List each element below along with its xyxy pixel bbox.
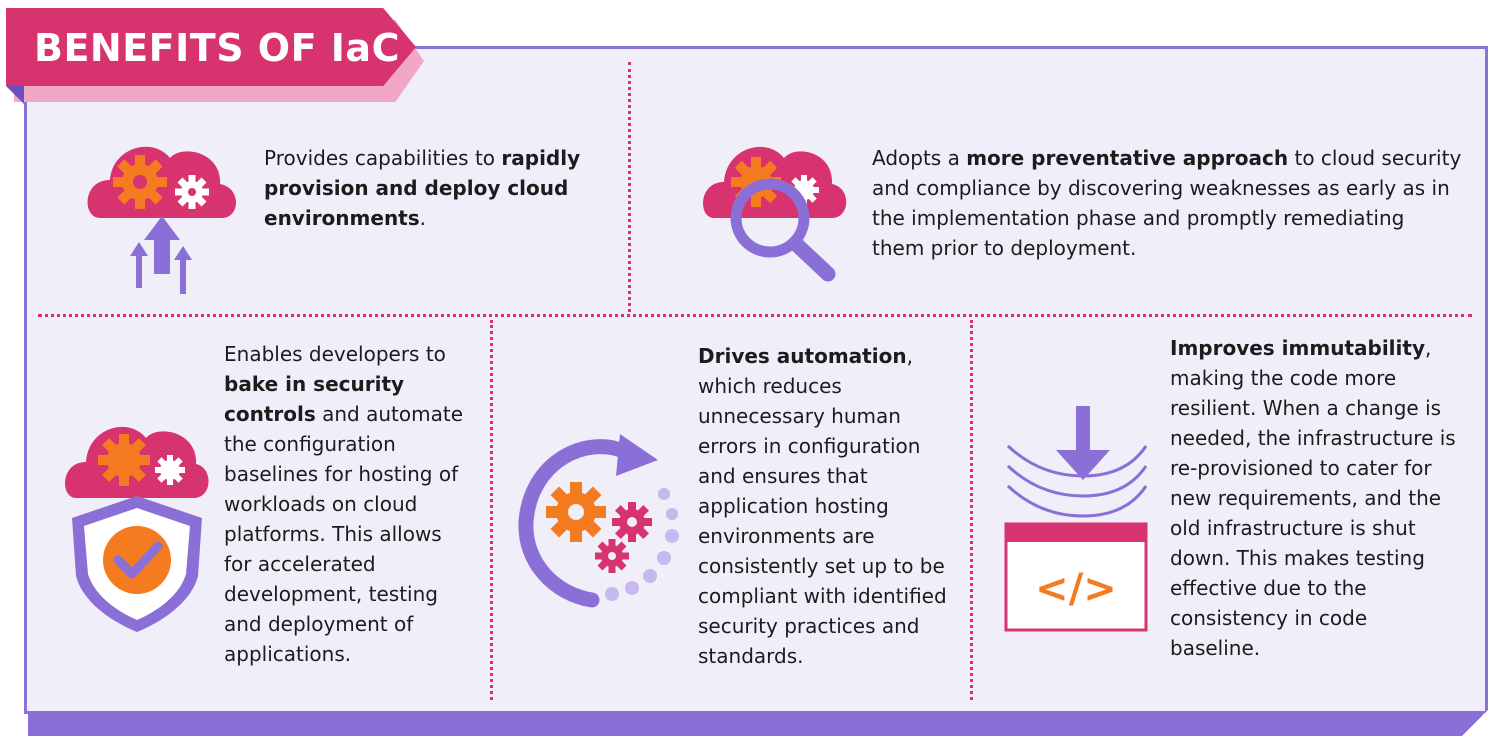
vertical-divider-right	[970, 320, 973, 700]
benefit-preventative-text: Adopts a more preventative approach to c…	[872, 143, 1462, 263]
benefit-text-run: , making the code more resilient. When a…	[1170, 336, 1456, 660]
benefit-automation-text: Drives automation, which reduces unneces…	[698, 341, 960, 671]
benefit-highlight: bake in security controls	[224, 372, 405, 426]
benefit-highlight: Drives automation	[698, 344, 907, 368]
cloud-gears-upload-icon	[87, 146, 237, 294]
title-ribbon-fold	[6, 86, 24, 104]
horizontal-divider	[38, 314, 1472, 317]
benefit-highlight: Improves immutability	[1170, 336, 1425, 360]
benefit-highlight: more preventative approach	[966, 146, 1289, 170]
title-ribbon	[6, 8, 416, 86]
vertical-divider-left	[490, 320, 493, 700]
benefit-text-run: Provides capabilities to	[264, 146, 502, 170]
page-title: BENEFITS OF IaC	[34, 26, 400, 70]
gears-cycle-arrow-icon	[518, 434, 679, 608]
benefit-text-run: , which reduces unnecessary human errors…	[698, 344, 947, 668]
benefit-text-run: and automate the configuration baselines…	[224, 402, 464, 666]
vertical-divider-top	[628, 62, 631, 312]
benefit-security-controls-text: Enables developers to bake in security c…	[224, 339, 474, 669]
benefit-text-run: Adopts a	[872, 146, 967, 170]
benefit-immutability-text: Improves immutability, making the code m…	[1170, 333, 1460, 663]
benefit-text-run: .	[419, 206, 427, 230]
corner-cut	[1462, 706, 1492, 736]
code-window-download-icon: </>	[1004, 406, 1148, 632]
code-symbol: </>	[1035, 566, 1117, 612]
benefit-provision-text: Provides capabilities to rapidly provisi…	[264, 143, 594, 233]
benefit-highlight: rapidly provision and deploy cloud envir…	[264, 146, 581, 230]
cloud-gears-magnifier-icon	[703, 146, 847, 282]
benefit-text-run: to cloud security and compliance by disc…	[872, 146, 1462, 260]
bottom-accent-bar	[28, 712, 1483, 736]
cloud-gears-shield-check-icon	[65, 426, 209, 632]
benefit-text-run: Enables developers to	[224, 342, 446, 366]
